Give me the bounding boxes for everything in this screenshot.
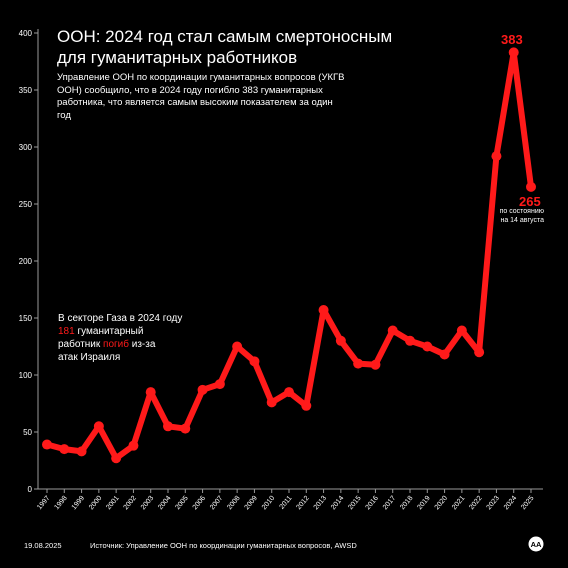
callout-line-2: 181 гуманитарный — [58, 325, 208, 338]
callout-line-1: В секторе Газа в 2024 году — [58, 313, 183, 324]
data-point — [249, 356, 260, 367]
callout-line-3: работник погиб из-за — [58, 338, 208, 351]
data-point — [163, 421, 173, 432]
data-point — [266, 397, 277, 408]
callout-verb: погиб — [103, 339, 129, 350]
y-tick-label: 350 — [19, 86, 33, 95]
data-point — [232, 341, 243, 352]
x-tick-label: 2011 — [278, 495, 293, 511]
x-tick-label: 2024 — [503, 495, 518, 512]
data-point — [76, 446, 87, 457]
data-point — [93, 421, 104, 432]
chart-subtitle: Управление ООН по координации гуманитарн… — [57, 72, 345, 121]
x-tick-label: 2000 — [88, 495, 103, 512]
data-point — [387, 325, 398, 336]
chart-series — [42, 47, 536, 464]
data-point — [111, 453, 122, 464]
aa-logo-text: AA — [531, 540, 542, 549]
callout-text-a: гуманитарный — [74, 326, 144, 337]
callout-text-b: работник — [58, 339, 104, 350]
data-point — [197, 384, 208, 395]
x-tick-label: 2008 — [226, 495, 241, 512]
data-point — [491, 151, 502, 162]
x-tick-label: 2014 — [330, 495, 345, 512]
x-tick-label: 2007 — [209, 495, 224, 512]
peak-value-label: 383 — [501, 32, 523, 47]
x-tick-label: 1997 — [36, 495, 51, 512]
x-tick-label: 2010 — [261, 495, 276, 512]
x-tick-label: 2004 — [157, 495, 172, 512]
x-tick-label: 2023 — [486, 495, 501, 512]
x-tick-label: 2017 — [382, 495, 397, 512]
data-point — [301, 400, 312, 411]
x-tick-label: 2015 — [347, 495, 362, 512]
data-point — [439, 349, 450, 360]
y-tick-label: 200 — [19, 257, 33, 266]
x-tick-label: 2013 — [313, 495, 328, 512]
x-tick-label: 2012 — [295, 495, 310, 512]
y-tick-label: 50 — [23, 428, 32, 437]
footer-date: 19.08.2025 — [24, 541, 62, 550]
y-tick-label: 300 — [19, 143, 33, 152]
data-point — [405, 335, 415, 346]
x-tick-label: 2005 — [174, 495, 189, 512]
data-point — [508, 47, 519, 58]
y-tick-label: 0 — [28, 485, 33, 494]
x-tick-label: 2009 — [244, 495, 259, 512]
y-tick-label: 150 — [19, 314, 33, 323]
x-tick-label: 1999 — [71, 495, 86, 512]
x-tick-label: 2021 — [451, 495, 466, 512]
data-point — [335, 335, 346, 346]
y-tick-label: 250 — [19, 200, 33, 209]
callout-line-4: атак Израиля — [58, 352, 121, 363]
data-point — [42, 439, 52, 450]
last-note-line-2: на 14 августа — [500, 216, 544, 224]
x-tick-label: 2003 — [140, 495, 155, 512]
data-point — [214, 379, 225, 390]
callout-number: 181 — [58, 326, 75, 337]
gaza-callout: В секторе Газа в 2024 году 181 гуманитар… — [58, 312, 208, 364]
x-tick-label: 2022 — [468, 495, 483, 512]
aa-logo-icon: AA — [528, 536, 544, 552]
x-tick-label: 1998 — [53, 495, 68, 512]
x-tick-label: 2020 — [434, 495, 449, 512]
last-note-line-1: по состоянию — [499, 208, 544, 215]
data-point — [422, 341, 433, 352]
data-point — [474, 347, 485, 358]
data-point — [180, 423, 191, 434]
x-tick-label: 2019 — [416, 495, 431, 512]
data-point — [353, 358, 364, 369]
data-point — [145, 387, 156, 398]
last-value-label: 265 — [519, 194, 541, 209]
footer-source: Источник: Управление ООН по координации … — [90, 541, 357, 550]
x-tick-label: 2016 — [365, 495, 380, 512]
last-value-note: по состоянию на 14 августа — [480, 208, 544, 225]
data-point — [456, 325, 467, 336]
y-tick-label: 100 — [19, 371, 33, 380]
data-point — [318, 305, 329, 316]
x-tick-label: 2002 — [123, 495, 138, 512]
x-tick-label: 2001 — [105, 495, 120, 512]
chart-title: ООН: 2024 год стал самым смертоносным дл… — [57, 27, 393, 67]
data-point — [526, 181, 536, 192]
x-tick-label: 2025 — [520, 495, 535, 512]
x-tick-label: 2018 — [399, 495, 414, 512]
data-point — [59, 444, 70, 455]
x-tick-label: 2006 — [192, 495, 207, 512]
callout-text-c: из-за — [128, 339, 156, 350]
data-point — [284, 387, 294, 398]
data-point — [128, 440, 139, 451]
data-point — [370, 359, 381, 370]
y-tick-label: 400 — [19, 29, 33, 38]
